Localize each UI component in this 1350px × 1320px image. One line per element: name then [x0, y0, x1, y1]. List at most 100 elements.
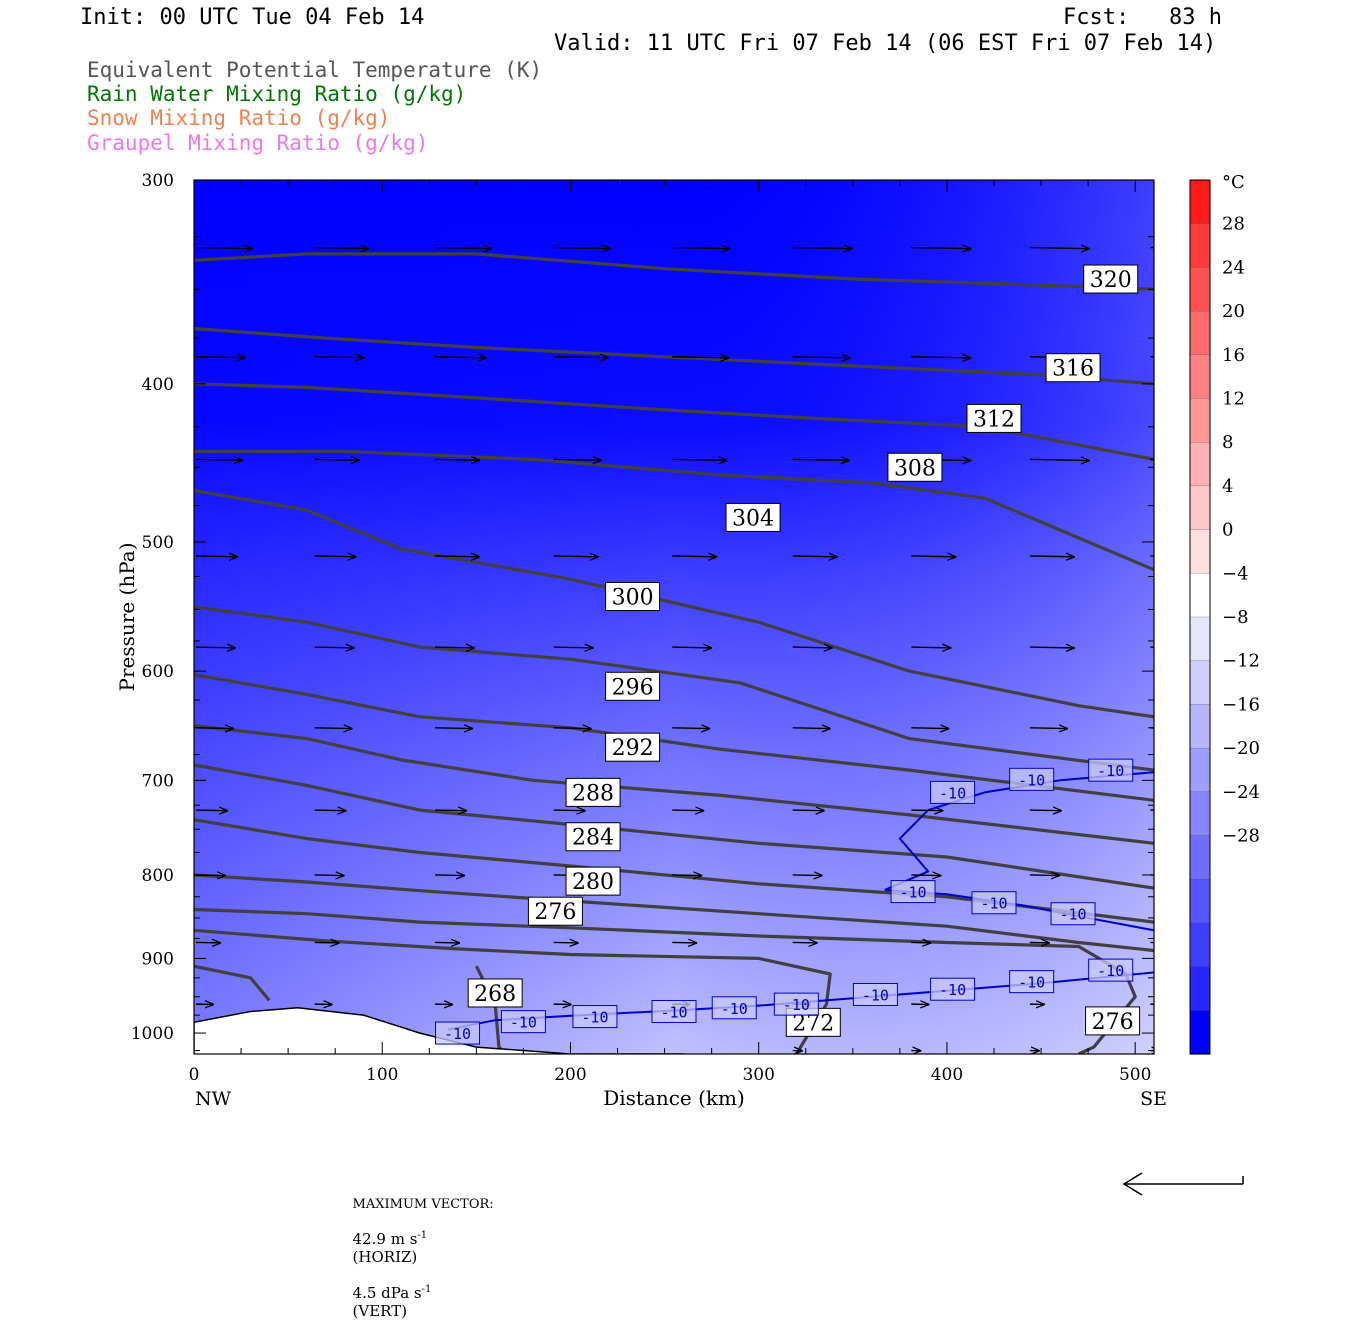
- colorbar-segment: [1190, 792, 1210, 836]
- wind-vector: [793, 810, 825, 811]
- vert-tag: (VERT): [353, 1302, 408, 1320]
- wind-vector: [435, 942, 460, 943]
- wind-vector: [435, 647, 475, 648]
- x-end-label-right: SE: [1140, 1088, 1167, 1110]
- wind-vector: [672, 556, 717, 557]
- wind-vector: [196, 647, 236, 648]
- colorbar-label: 4: [1222, 476, 1233, 497]
- theta-e-label: 296: [606, 672, 660, 700]
- wind-vector: [1150, 647, 1195, 648]
- colorbar-segment: [1190, 879, 1210, 923]
- colorbar-label: 8: [1222, 432, 1233, 453]
- wind-vector: [196, 728, 234, 729]
- colorbar-segment: [1190, 486, 1210, 530]
- wind-vector: [672, 647, 712, 648]
- colorbar-segment: [1190, 617, 1210, 661]
- temperature-label: -10: [1010, 971, 1054, 993]
- colorbar-segment: [1190, 355, 1210, 399]
- wind-vector: [315, 942, 340, 943]
- theta-e-label-text: 304: [732, 506, 774, 531]
- wind-vector: [1150, 810, 1182, 811]
- theta-e-label: 300: [606, 582, 660, 610]
- theta-e-label: 280: [566, 867, 620, 895]
- temperature-label: -10: [972, 892, 1016, 914]
- colorbar-label: −4: [1222, 563, 1249, 584]
- colorbar-label: 12: [1222, 389, 1245, 410]
- colorbar-segment: [1190, 224, 1210, 268]
- colorbar-segment: [1190, 442, 1210, 486]
- wind-vector: [1030, 810, 1062, 811]
- wind-vector: [911, 810, 943, 811]
- wind-vector: [435, 556, 480, 557]
- theta-e-label-text: 316: [1052, 357, 1094, 382]
- temperature-label: -10: [853, 983, 897, 1005]
- temperature-label-text: -10: [783, 996, 810, 1014]
- wind-vector: [554, 647, 594, 648]
- wind-vector: [315, 459, 360, 460]
- reference-vector-icon: [1124, 1173, 1243, 1195]
- wind-vector: [554, 556, 599, 557]
- wind-vector: [672, 728, 710, 729]
- cross-section-chart: 3203163123083043002962922882842802762682…: [0, 0, 1350, 1200]
- temperature-label: -10: [1089, 959, 1133, 981]
- horiz-tag: (HORIZ): [353, 1248, 418, 1266]
- temperature-label-text: -10: [1060, 906, 1087, 924]
- wind-vector: [435, 459, 480, 460]
- theta-e-label: 288: [566, 778, 620, 806]
- temperature-label-text: -10: [510, 1014, 537, 1032]
- temperature-shading-overlay: [194, 180, 1154, 1054]
- wind-vector: [315, 728, 353, 729]
- y-axis-title: Pressure (hPa): [115, 543, 139, 692]
- theta-e-label: 276: [528, 897, 582, 925]
- y-tick-label: 1000: [131, 1024, 174, 1044]
- vert-max-value: 4.5 dPa s: [353, 1284, 422, 1302]
- colorbar-label: −16: [1222, 694, 1260, 715]
- wind-vector: [435, 728, 473, 729]
- temperature-label-text: -10: [862, 986, 889, 1004]
- colorbar-segment: [1190, 530, 1210, 574]
- y-tick-label: 800: [142, 866, 174, 886]
- theta-e-label-text: 276: [534, 900, 576, 925]
- colorbar-label: −28: [1222, 826, 1260, 847]
- colorbar-segment: [1190, 661, 1210, 705]
- wind-vector: [1030, 875, 1060, 876]
- x-tick-label: 300: [742, 1065, 774, 1085]
- wind-vector: [911, 728, 949, 729]
- wind-vector: [793, 647, 833, 648]
- temperature-label-text: -10: [721, 1000, 748, 1018]
- wind-vector: [1150, 875, 1180, 876]
- wind-vector: [315, 810, 347, 811]
- y-tick-label: 500: [142, 533, 174, 553]
- vert-exponent: -1: [422, 1284, 432, 1295]
- wind-vector: [672, 810, 704, 811]
- wind-vector: [672, 942, 697, 943]
- theta-e-label-text: 312: [973, 407, 1015, 432]
- theta-e-label: 284: [566, 823, 620, 851]
- wind-vector: [435, 875, 465, 876]
- colorbar-label: 28: [1222, 214, 1245, 235]
- theta-e-label-text: 276: [1092, 1010, 1134, 1035]
- temperature-label: -10: [652, 1000, 696, 1022]
- colorbar-label: −8: [1222, 607, 1249, 628]
- wind-vector: [911, 556, 956, 557]
- wind-vector: [196, 459, 243, 460]
- wind-vector: [793, 556, 838, 557]
- wind-vector: [1030, 728, 1068, 729]
- theta-e-label: 304: [726, 503, 780, 531]
- temperature-label: -10: [1010, 768, 1054, 790]
- horiz-exponent: -1: [417, 1230, 427, 1241]
- max-vector-label: MAXIMUM VECTOR:: [353, 1197, 494, 1212]
- wind-vector: [554, 810, 586, 811]
- footer-vector-info: MAXIMUM VECTOR: 42.9 m s-1 (HORIZ) 4.5 d…: [343, 1176, 494, 1320]
- wind-vector: [1030, 647, 1075, 648]
- wind-vector: [672, 875, 702, 876]
- theta-e-label: 292: [606, 733, 660, 761]
- colorbar-segment: [1190, 967, 1210, 1011]
- wind-vector: [793, 728, 831, 729]
- wind-vector: [435, 810, 467, 811]
- x-tick-label: 0: [189, 1065, 200, 1085]
- theta-e-label-text: 284: [572, 826, 614, 851]
- theta-e-label: 268: [468, 979, 522, 1007]
- temperature-label-text: -10: [900, 884, 927, 902]
- temperature-label: -10: [931, 781, 975, 803]
